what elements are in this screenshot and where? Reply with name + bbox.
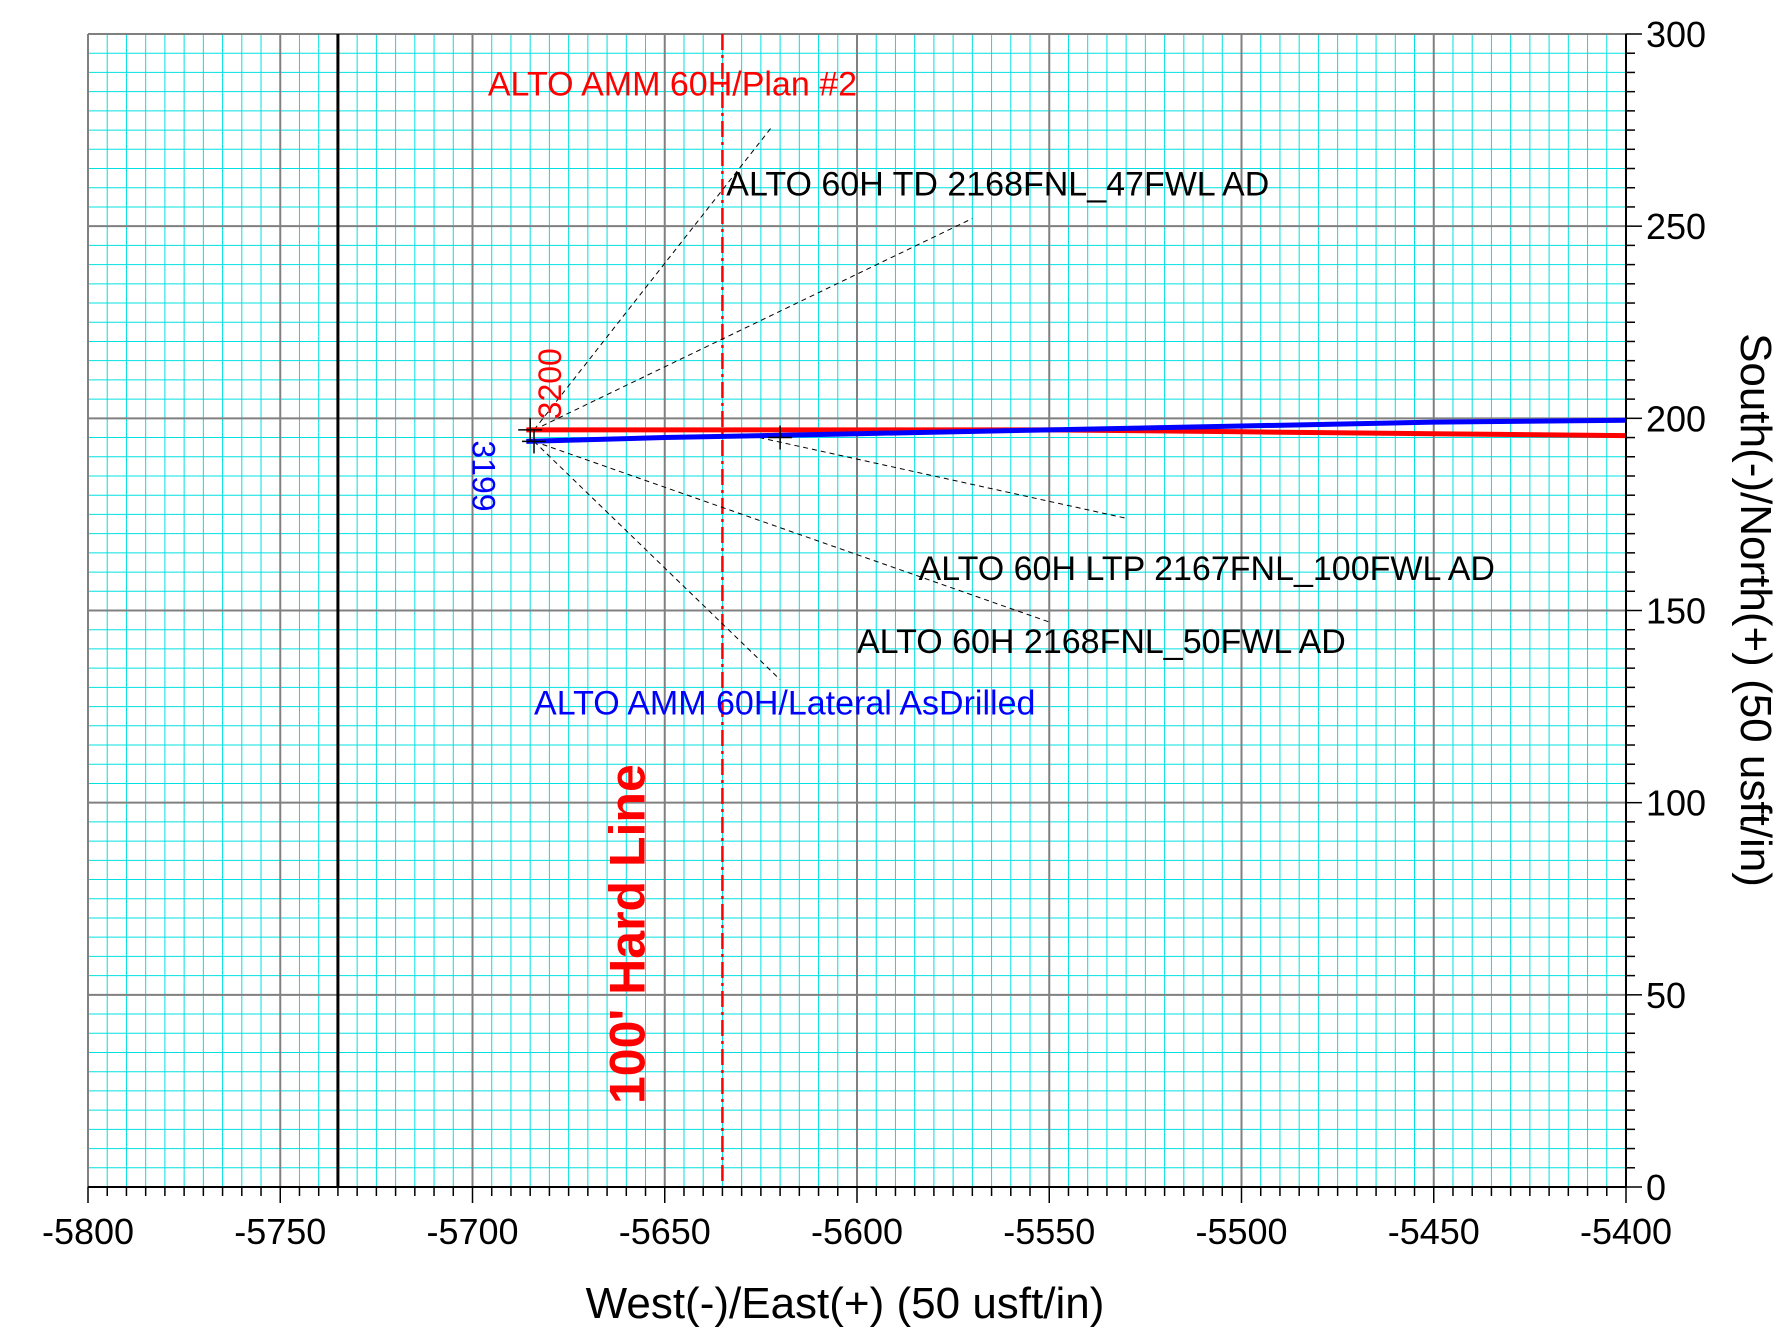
y-axis-label: South(-)/North(+) (50 usft/in) (1731, 333, 1776, 887)
y-tick-label: 0 (1646, 1167, 1666, 1208)
y-tick-label: 250 (1646, 206, 1706, 247)
annotation-label: ALTO 60H TD 2168FNL_47FWL AD (726, 165, 1269, 203)
annotation-label: ALTO AMM 60H/Lateral AsDrilled (534, 684, 1035, 722)
y-tick-label: 300 (1646, 14, 1706, 55)
md-label: 3199 (466, 440, 502, 511)
x-tick-label: -5450 (1388, 1211, 1480, 1252)
x-tick-label: -5600 (811, 1211, 903, 1252)
annotation-label: ALTO AMM 60H/Plan #2 (488, 65, 857, 103)
x-axis-label: West(-)/East(+) (50 usft/in) (586, 1279, 1105, 1327)
axis-ticks: -5800 -5750 -5700 -5650 -5600 -5550 -5500 -5450… (42, 14, 1706, 1252)
reference-lines: 100' Hard Line (336, 34, 724, 1187)
well-paths (526, 417, 1627, 444)
x-tick-label: -5550 (1003, 1211, 1095, 1252)
leader-line (741, 433, 1127, 519)
x-tick-label: -5750 (234, 1211, 326, 1252)
x-tick-label: -5800 (42, 1211, 134, 1252)
survey-markers (518, 417, 793, 454)
annotation-label: ALTO 60H LTP 2167FNL_100FWL AD (919, 550, 1495, 588)
leader-line (533, 125, 773, 431)
y-tick-label: 150 (1646, 591, 1706, 632)
md-label: 3200 (532, 348, 568, 419)
y-tick-label: 100 (1646, 783, 1706, 824)
annotation-label: ALTO 60H 2168FNL_50FWL AD (857, 623, 1346, 661)
leader-line (533, 440, 1050, 623)
y-tick-label: 50 (1646, 975, 1686, 1016)
y-tick-label: 200 (1646, 398, 1706, 439)
text-labels: 3200 3199 ALTO AMM 60H/Plan #2 ALTO 60H TD … (466, 65, 1495, 722)
leader-lines (533, 125, 1127, 681)
x-tick-label: -5650 (619, 1211, 711, 1252)
leader-line (533, 218, 973, 431)
leader-line (533, 441, 781, 681)
x-tick-label: -5500 (1195, 1211, 1287, 1252)
hard-line-label: 100' Hard Line (599, 764, 655, 1104)
x-tick-label: -5400 (1580, 1211, 1672, 1252)
series-line-1 (526, 417, 1627, 444)
x-tick-label: -5700 (426, 1211, 518, 1252)
